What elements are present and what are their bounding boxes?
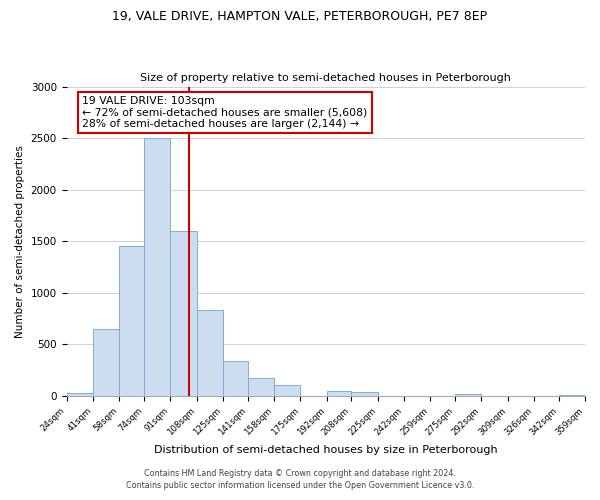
Bar [93,329,119,396]
Y-axis label: Number of semi-detached properties: Number of semi-detached properties [15,145,25,338]
X-axis label: Distribution of semi-detached houses by size in Peterborough: Distribution of semi-detached houses by … [154,445,497,455]
Bar [144,138,170,396]
Bar [170,231,197,396]
Text: Contains HM Land Registry data © Crown copyright and database right 2024.
Contai: Contains HM Land Registry data © Crown c… [126,468,474,490]
Text: 19 VALE DRIVE: 103sqm
← 72% of semi-detached houses are smaller (5,608)
28% of s: 19 VALE DRIVE: 103sqm ← 72% of semi-deta… [82,96,367,129]
Bar [248,378,274,396]
Bar [352,392,377,396]
Bar [274,384,300,396]
Bar [559,395,585,396]
Bar [326,391,352,396]
Bar [197,310,223,396]
Text: 19, VALE DRIVE, HAMPTON VALE, PETERBOROUGH, PE7 8EP: 19, VALE DRIVE, HAMPTON VALE, PETERBOROU… [112,10,488,23]
Bar [455,394,481,396]
Bar [223,361,248,396]
Title: Size of property relative to semi-detached houses in Peterborough: Size of property relative to semi-detach… [140,73,511,83]
Bar [67,393,93,396]
Bar [119,246,144,396]
